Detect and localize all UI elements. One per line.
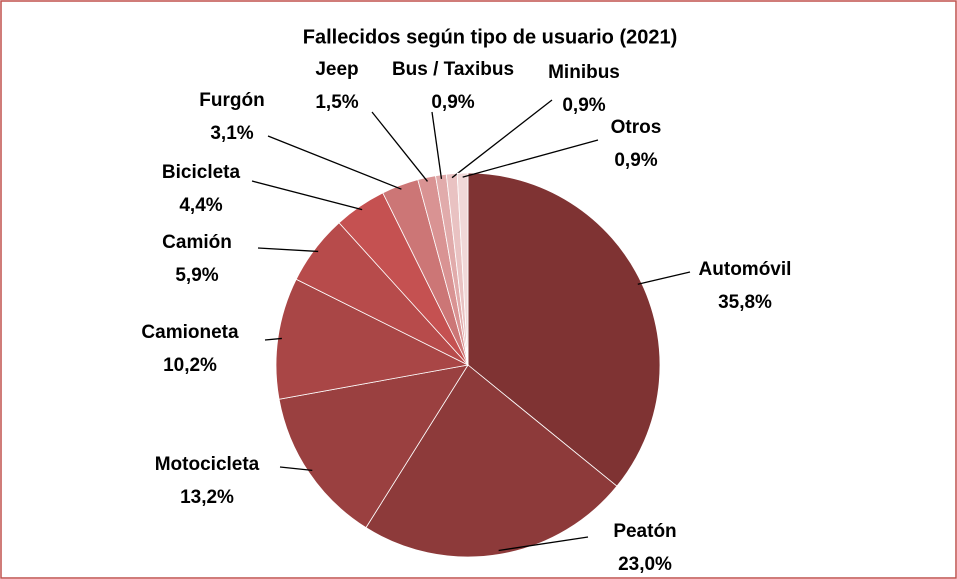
chart-title: Fallecidos según tipo de usuario (2021) bbox=[303, 26, 678, 48]
slice-value-label: 3,1% bbox=[210, 123, 253, 144]
slice-value-label: 23,0% bbox=[618, 554, 672, 575]
pie-slice bbox=[467, 172, 661, 487]
slice-value-label: 10,2% bbox=[163, 355, 217, 376]
leader-line bbox=[251, 180, 363, 211]
slice-value-label: 4,4% bbox=[179, 195, 222, 216]
pie-slice bbox=[275, 278, 470, 400]
slice-label: Peatón bbox=[613, 521, 676, 542]
slice-label: Automóvil bbox=[699, 259, 792, 280]
leader-line bbox=[264, 337, 282, 341]
slice-label: Bus / Taxibus bbox=[392, 59, 514, 80]
leader-line bbox=[257, 247, 319, 253]
slice-value-label: 35,8% bbox=[718, 292, 772, 313]
leader-line bbox=[637, 271, 691, 285]
pie-slice bbox=[278, 364, 469, 529]
leader-line bbox=[451, 99, 553, 179]
slice-label: Camión bbox=[162, 232, 232, 253]
slice-label: Furgón bbox=[199, 90, 264, 111]
leader-line bbox=[498, 536, 589, 552]
slice-label: Minibus bbox=[548, 62, 620, 83]
slice-value-label: 1,5% bbox=[315, 92, 358, 113]
slice-value-label: 5,9% bbox=[175, 265, 218, 286]
slice-value-label: 0,9% bbox=[562, 95, 605, 116]
slice-value-label: 0,9% bbox=[431, 92, 474, 113]
slice-label: Otros bbox=[611, 117, 662, 138]
pie-slice bbox=[456, 172, 469, 366]
slice-label: Motocicleta bbox=[155, 454, 260, 475]
pie-slice bbox=[365, 364, 618, 558]
slice-label: Jeep bbox=[315, 59, 358, 80]
leader-line bbox=[431, 111, 443, 179]
leader-line bbox=[279, 466, 313, 472]
leader-line bbox=[462, 139, 599, 178]
slice-label: Bicicleta bbox=[162, 162, 241, 183]
slice-value-label: 0,9% bbox=[614, 150, 657, 171]
leader-line bbox=[267, 135, 402, 190]
leader-line bbox=[371, 111, 428, 182]
slice-label: Camioneta bbox=[141, 322, 239, 343]
slice-value-label: 13,2% bbox=[180, 487, 234, 508]
